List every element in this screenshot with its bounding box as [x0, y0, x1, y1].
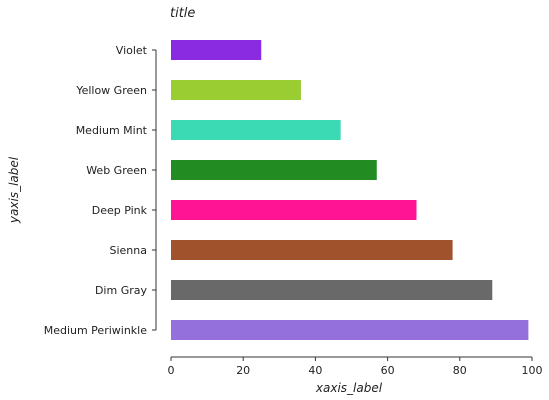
bar-violet	[171, 40, 261, 60]
x-tick-label: 0	[168, 364, 175, 377]
y-tick-label: Deep Pink	[92, 204, 148, 217]
x-tick-label: 60	[381, 364, 395, 377]
bar-web-green	[171, 160, 377, 180]
y-tick-label: Violet	[116, 44, 148, 57]
x-tick-label: 20	[236, 364, 250, 377]
y-tick-label: Medium Periwinkle	[44, 324, 148, 337]
chart-title: title	[170, 6, 195, 21]
bar-dim-gray	[171, 280, 492, 300]
y-tick-label: Sienna	[110, 244, 148, 257]
x-tick-label: 40	[308, 364, 322, 377]
bar-yellow-green	[171, 80, 301, 100]
bar-deep-pink	[171, 200, 416, 220]
bar-sienna	[171, 240, 453, 260]
x-tick-label: 100	[522, 364, 543, 377]
x-tick-label: 80	[453, 364, 467, 377]
y-tick-label: Medium Mint	[76, 124, 148, 137]
y-tick-label: Yellow Green	[75, 84, 147, 97]
bars	[171, 40, 528, 340]
x-axis: 0 20 40 60 80 100	[168, 357, 543, 377]
y-axis-label: yaxis_label	[7, 156, 21, 224]
y-tick-label: Dim Gray	[95, 284, 148, 297]
bar-medium-mint	[171, 120, 341, 140]
x-axis-label: xaxis_label	[315, 381, 383, 395]
bar-medium-periwinkle	[171, 320, 528, 340]
y-tick-label: Web Green	[86, 164, 147, 177]
y-axis: Violet Yellow Green Medium Mint Web Green De…	[44, 44, 156, 337]
